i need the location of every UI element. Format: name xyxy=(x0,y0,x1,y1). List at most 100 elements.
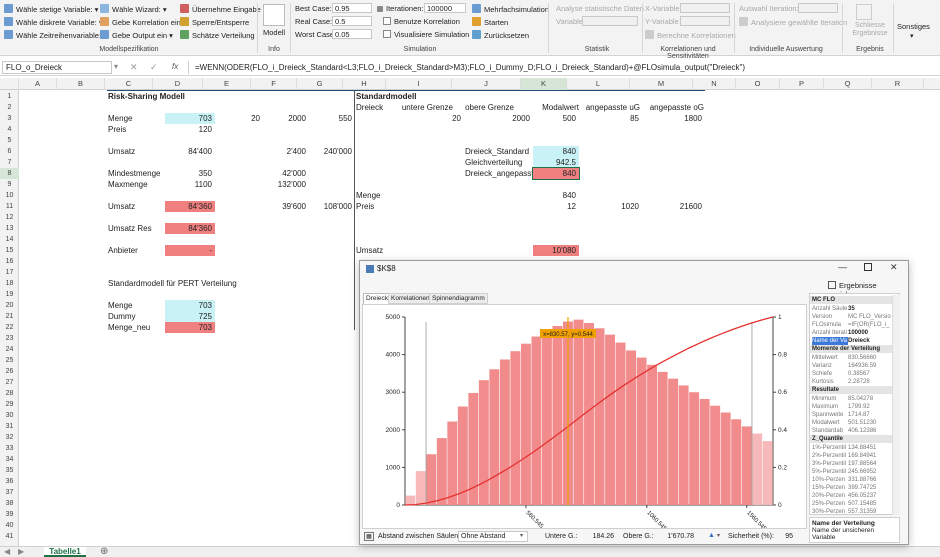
y-variable-select[interactable] xyxy=(680,16,730,26)
real-case-input[interactable]: 0.5 xyxy=(332,16,372,26)
row-header[interactable]: 9 xyxy=(7,181,12,188)
panel-section-header[interactable]: Z_Quantile xyxy=(810,435,898,443)
column-header[interactable]: M xyxy=(630,78,693,90)
row-header[interactable]: 16 xyxy=(5,258,14,265)
column-header[interactable]: J xyxy=(452,78,521,90)
row-header[interactable]: 23 xyxy=(5,335,14,342)
row-header[interactable]: 13 xyxy=(5,225,14,232)
row-header[interactable]: 8 xyxy=(0,168,19,179)
column-header[interactable]: Q xyxy=(824,78,872,90)
column-header[interactable]: D xyxy=(153,78,203,90)
column-header[interactable]: E xyxy=(203,78,251,90)
enter-correlation-button[interactable]: Gebe Korrelation ein xyxy=(100,17,181,27)
cell-D15[interactable]: - xyxy=(165,245,215,256)
row-header[interactable]: 6 xyxy=(7,148,12,155)
x-variable-select[interactable] xyxy=(680,3,730,13)
cancel-icon[interactable]: ✕ xyxy=(130,62,138,72)
next-sheet-icon[interactable]: ▶ xyxy=(18,547,25,556)
minimize-icon[interactable]: — xyxy=(838,262,847,272)
maximize-icon[interactable] xyxy=(864,263,872,271)
row-header[interactable]: 22 xyxy=(5,324,14,331)
confirm-icon[interactable]: ✓ xyxy=(150,62,158,72)
select-timeseries-variable-button[interactable]: Wähle Zeitreihenvariable: ▾ xyxy=(4,30,107,40)
cell-D9[interactable]: 1100 xyxy=(194,180,212,189)
row-header[interactable]: 19 xyxy=(5,291,14,298)
cell-D21[interactable]: 725 xyxy=(165,311,215,322)
cell-M3[interactable]: 1800 xyxy=(684,114,702,123)
enter-output-button[interactable]: Gebe Output ein ▾ xyxy=(100,30,173,40)
row-header[interactable]: 28 xyxy=(5,390,14,397)
column-header[interactable]: O xyxy=(736,78,780,90)
column-header[interactable]: A xyxy=(19,78,57,90)
select-all-corner[interactable] xyxy=(0,78,19,90)
cell-L11[interactable]: 1020 xyxy=(621,202,639,211)
column-header[interactable]: L xyxy=(567,78,630,90)
row-header[interactable]: 25 xyxy=(5,357,14,364)
sheet-tab-tabelle1[interactable]: Tabelle1 xyxy=(44,547,86,557)
row-header[interactable]: 34 xyxy=(5,456,14,463)
chevron-down-icon[interactable]: ▾ xyxy=(717,533,721,539)
column-header[interactable]: G xyxy=(297,78,343,90)
cell-I3[interactable]: 20 xyxy=(452,114,461,123)
iterations-input[interactable]: 100000 xyxy=(424,3,466,13)
column-header[interactable]: K xyxy=(521,78,567,90)
row-header[interactable]: 33 xyxy=(5,445,14,452)
row-header[interactable]: 24 xyxy=(5,346,14,353)
row-header[interactable]: 36 xyxy=(5,478,14,485)
tab-spinnendiagramm[interactable]: Spinnendiagramm xyxy=(429,293,488,304)
select-continuous-variable-button[interactable]: Wähle stetige Variable: ▾ xyxy=(4,4,98,14)
name-box[interactable]: FLO_o_Dreieck xyxy=(2,61,112,74)
column-header[interactable]: R xyxy=(872,78,924,90)
cell-G3[interactable]: 550 xyxy=(338,114,352,123)
row-header[interactable]: 27 xyxy=(5,379,14,386)
other-button[interactable]: Sonstiges xyxy=(897,22,930,31)
lock-unlock-button[interactable]: Sperre/Entsperre xyxy=(180,17,249,27)
cell-D20[interactable]: 703 xyxy=(165,300,215,311)
wizard-button[interactable]: Wähle Wizard: ▾ xyxy=(100,4,167,14)
bar-spacing-select[interactable]: Ohne Abstand xyxy=(458,531,528,542)
cell-K3[interactable]: 500 xyxy=(562,114,576,123)
cell-F8[interactable]: 42'000 xyxy=(282,169,306,178)
column-header[interactable]: B xyxy=(57,78,105,90)
column-header[interactable]: F xyxy=(251,78,297,90)
cell-D3[interactable]: 703 xyxy=(165,113,215,124)
add-sheet-icon[interactable]: ⊕ xyxy=(100,546,109,557)
cell-L3[interactable]: 85 xyxy=(630,114,639,123)
cell-F11[interactable]: 39'600 xyxy=(282,202,306,211)
apply-input-button[interactable]: Übernehme Eingabe xyxy=(180,4,261,14)
cell-F9[interactable]: 132'000 xyxy=(277,180,306,189)
row-header[interactable]: 4 xyxy=(7,126,12,133)
row-header[interactable]: 5 xyxy=(7,137,12,144)
cell-F3[interactable]: 2000 xyxy=(288,114,306,123)
row-header[interactable]: 2 xyxy=(7,104,12,111)
cell-D22[interactable]: 703 xyxy=(165,322,215,333)
reset-button[interactable]: Zurücksetzen xyxy=(472,30,529,40)
row-header[interactable]: 31 xyxy=(5,423,14,430)
row-header[interactable]: 11 xyxy=(5,203,14,210)
row-header[interactable]: 37 xyxy=(5,489,14,496)
close-icon[interactable]: ✕ xyxy=(890,262,898,272)
select-discrete-variable-button[interactable]: Wähle diskrete Variable: ▾ xyxy=(4,17,103,27)
row-header[interactable]: 21 xyxy=(5,313,14,320)
analyze-iteration-button[interactable]: Analysiere gewählte Iteration xyxy=(739,17,847,27)
cell-K11[interactable]: 12 xyxy=(567,202,576,211)
column-header[interactable]: P xyxy=(780,78,824,90)
row-header[interactable]: 29 xyxy=(5,401,14,408)
row-header[interactable]: 17 xyxy=(5,269,14,276)
row-header[interactable]: 32 xyxy=(5,434,14,441)
row-header[interactable]: 20 xyxy=(5,302,14,309)
column-header[interactable]: C xyxy=(105,78,153,90)
cell-E3[interactable]: 20 xyxy=(251,114,260,123)
cell-D8[interactable]: 350 xyxy=(198,169,212,178)
use-correlation-checkbox[interactable]: Benutze Korrelation xyxy=(383,17,460,26)
panel-section-header[interactable]: Resultate xyxy=(810,386,898,394)
multi-simulation-button[interactable]: Mehrfachsimulation xyxy=(472,4,549,14)
row-header[interactable]: 30 xyxy=(5,412,14,419)
compute-correlations-button[interactable]: Berechne Korrelationen xyxy=(645,30,736,40)
upper-bound-value[interactable]: 1'670.78 xyxy=(667,533,694,540)
function-icon[interactable]: fx xyxy=(172,62,179,71)
row-header[interactable]: 40 xyxy=(5,522,14,529)
cell-G11[interactable]: 108'000 xyxy=(323,202,352,211)
start-button[interactable]: Starten xyxy=(472,17,508,27)
cell-K8-selected[interactable]: 840 xyxy=(532,167,580,180)
